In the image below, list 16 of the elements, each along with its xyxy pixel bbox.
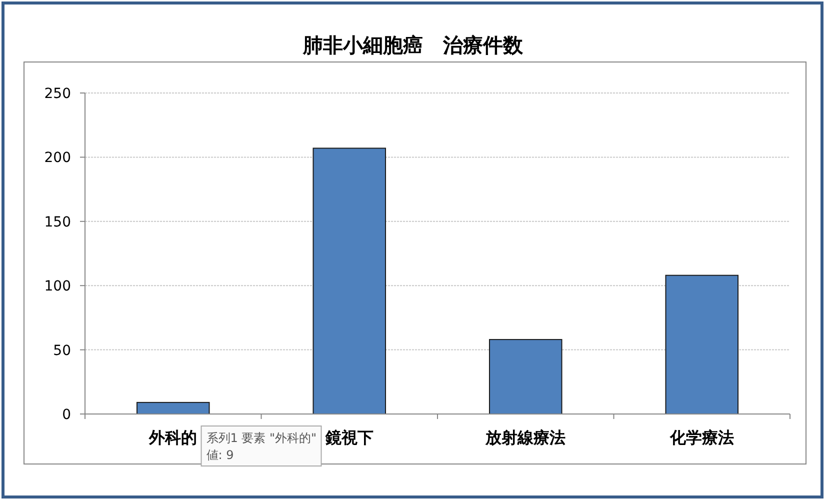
y-tick-label: 0 bbox=[62, 407, 71, 423]
y-tick-label: 100 bbox=[44, 278, 71, 295]
x-tick-label: 鏡視下 bbox=[324, 428, 374, 447]
bar bbox=[136, 402, 210, 414]
bar bbox=[488, 339, 562, 414]
x-tick-label: 化学療法 bbox=[668, 428, 734, 447]
x-tick-label: 外科的 bbox=[148, 428, 198, 447]
y-tick-label: 150 bbox=[44, 214, 71, 230]
bar bbox=[665, 274, 739, 414]
y-tick-label: 250 bbox=[44, 86, 71, 102]
y-tick-label: 50 bbox=[53, 342, 71, 359]
chart-title: 肺非小細胞癌 治療件数 bbox=[302, 33, 524, 57]
tooltip: 系列1 要素 "外科的" 値: 9 bbox=[200, 426, 322, 466]
bar bbox=[312, 148, 386, 414]
y-tick-label: 200 bbox=[44, 150, 71, 166]
x-tick-label: 放射線療法 bbox=[484, 428, 566, 447]
